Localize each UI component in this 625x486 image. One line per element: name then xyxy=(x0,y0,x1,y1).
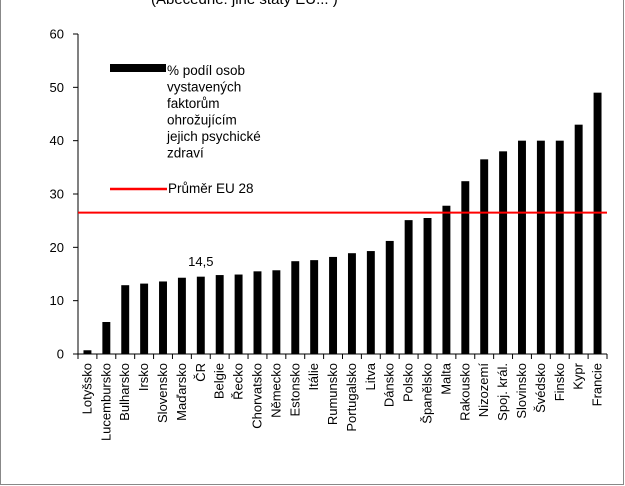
x-category-label: Rakousko xyxy=(457,363,472,421)
x-category-label: Španělsko xyxy=(420,363,435,424)
chart-title-fragment: (Abecedně: jiné státy EU... ) xyxy=(151,0,338,8)
x-category-label: Dánsko xyxy=(382,363,397,407)
bar xyxy=(215,275,224,354)
bar xyxy=(480,159,489,354)
legend-label-line: zdraví xyxy=(167,146,204,161)
bar xyxy=(253,271,262,354)
x-category-label: Maďarsko xyxy=(174,363,189,421)
legend-label-line: % podíl osob xyxy=(167,63,245,78)
x-category-label: Irsko xyxy=(136,363,151,391)
bar xyxy=(291,261,300,354)
bar xyxy=(196,276,205,354)
x-category-label: Rumunsko xyxy=(325,363,340,425)
bar xyxy=(329,256,338,354)
bar xyxy=(518,140,526,354)
cr-value-annotation: 14,5 xyxy=(188,254,213,269)
bar xyxy=(234,274,243,354)
bar xyxy=(574,124,583,355)
y-tick-label: 40 xyxy=(50,133,64,148)
x-category-label: Švédsko xyxy=(533,363,548,413)
x-category-label: Portugalsko xyxy=(344,363,359,432)
y-tick-label: 30 xyxy=(50,187,64,202)
bars xyxy=(83,92,602,355)
x-category-label: Spoj. král. xyxy=(495,363,510,421)
bar xyxy=(83,350,92,354)
x-category-label: Kypr xyxy=(571,362,586,389)
bar xyxy=(442,205,451,354)
y-tick-label: 20 xyxy=(50,240,64,255)
bar xyxy=(140,283,149,354)
legend-label-line: ohrožujícím xyxy=(167,113,237,128)
bar xyxy=(461,181,470,354)
legend-label-eu-average: Průměr EU 28 xyxy=(168,181,254,196)
x-category-label: Itálie xyxy=(306,363,321,390)
bar xyxy=(404,220,413,354)
y-tick-label: 10 xyxy=(50,293,64,308)
axes xyxy=(77,34,608,359)
x-category-label: ČR xyxy=(193,363,208,382)
x-category-label: Lucembursko xyxy=(98,363,113,441)
legend-label-line: faktorům xyxy=(167,96,220,111)
bar xyxy=(121,285,130,354)
y-tick-label: 50 xyxy=(50,80,64,95)
x-category-label: Slovensko xyxy=(155,363,170,423)
bar xyxy=(536,140,545,354)
bar xyxy=(423,218,432,354)
legend-label-line: vystavených xyxy=(167,80,241,95)
bar xyxy=(499,151,508,354)
x-category-label: Nizozemí xyxy=(476,363,491,418)
x-category-label: Slovinsko xyxy=(514,363,529,419)
x-category-label: Belgie xyxy=(212,363,227,399)
x-category-label: Chorvatsko xyxy=(249,363,264,429)
x-category-label: Německo xyxy=(268,363,283,418)
x-category-label: Bulharsko xyxy=(117,363,132,421)
x-category-label: Polsko xyxy=(401,363,416,402)
x-category-label: Finsko xyxy=(552,363,567,401)
annotations: 14,5 xyxy=(188,254,213,269)
x-category-label: Malta xyxy=(438,362,453,395)
bar xyxy=(555,140,564,354)
bar xyxy=(347,253,356,354)
bar xyxy=(366,251,375,354)
x-category-label: Litva xyxy=(363,362,378,390)
bar xyxy=(159,281,167,354)
bar xyxy=(102,322,111,354)
y-tick-label: 0 xyxy=(57,347,64,362)
bar xyxy=(593,92,602,355)
bar xyxy=(385,240,394,354)
y-axis-ticks: 0 10 20 30 40 50 60 xyxy=(50,27,78,362)
legend-bar-swatch xyxy=(110,64,166,72)
y-tick-label: 60 xyxy=(50,27,64,42)
x-category-label: Estonsko xyxy=(287,363,302,416)
legend-label-line: jejich psychické xyxy=(166,129,261,144)
x-category-label: Lotyšsko xyxy=(79,363,94,414)
bar xyxy=(177,277,186,354)
x-category-label: Francie xyxy=(590,363,605,406)
bar xyxy=(310,260,319,354)
x-category-label: Řecko xyxy=(231,363,246,400)
bar xyxy=(272,270,281,354)
x-axis-labels: Lotyšsko Lucembursko Bulharsko Irsko Slovens… xyxy=(79,362,604,441)
